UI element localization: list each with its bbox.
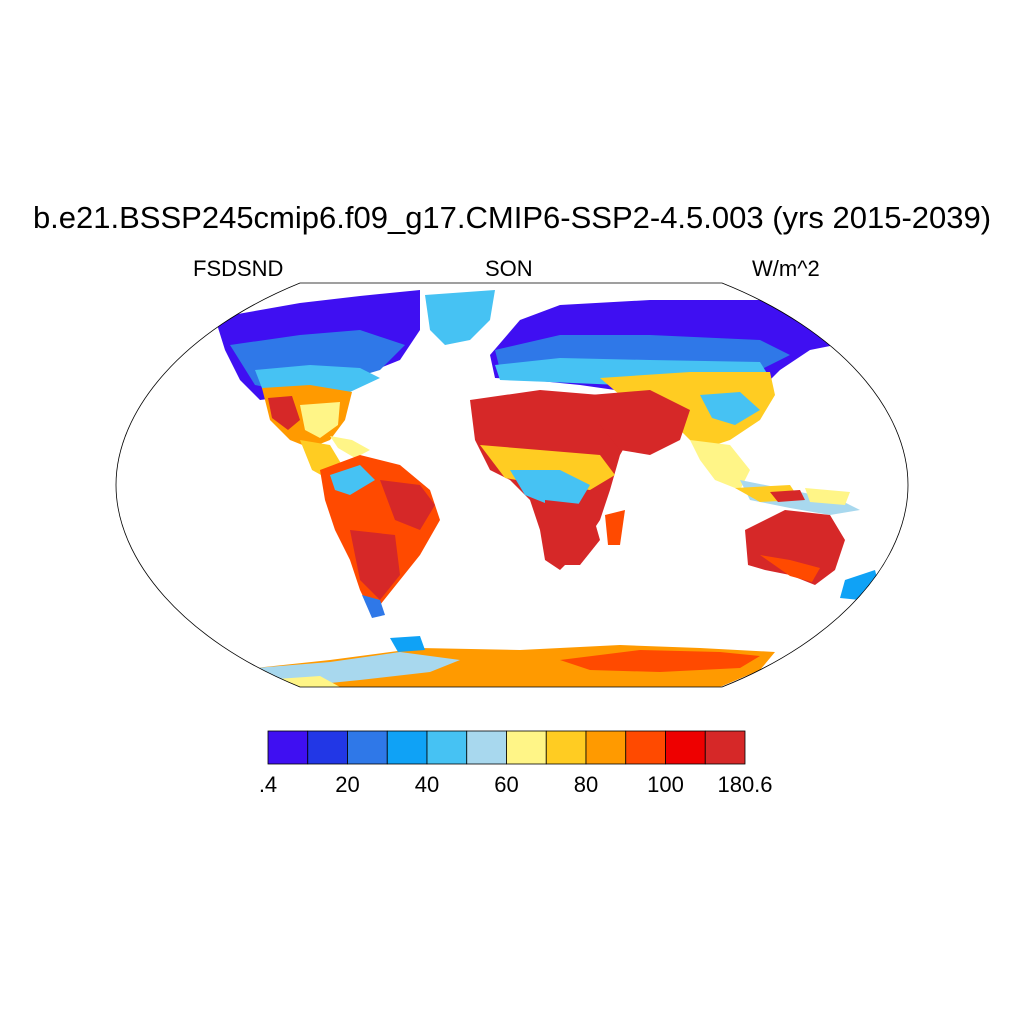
colorbar-swatch <box>466 730 507 765</box>
north-america <box>215 290 420 480</box>
colorbar-swatch <box>625 730 666 765</box>
colorbar-tick-label: 40 <box>414 772 440 797</box>
greenland <box>425 290 495 345</box>
units-label: W/m^2 <box>752 256 820 281</box>
maritime-asia <box>735 485 850 505</box>
colorbar-tick-label: 100 <box>647 772 684 797</box>
colorbar-swatch <box>545 730 587 765</box>
colorbar-tick-label: 180.6 <box>717 772 773 797</box>
map-boundary <box>115 282 909 688</box>
colorbar-swatch <box>506 730 547 765</box>
colorbar-tick-label: .4 <box>258 772 278 797</box>
colorbar-swatch <box>704 730 746 765</box>
antarctica <box>255 636 775 687</box>
colorbar-swatch <box>267 730 309 765</box>
africa <box>470 390 640 570</box>
plot-title: b.e21.BSSP245cmip6.f09_g17.CMIP6-SSP2-4.… <box>32 200 992 235</box>
colorbar-swatch <box>347 730 388 765</box>
south-america <box>320 455 440 618</box>
land-fields <box>215 290 880 687</box>
variable-label: FSDSND <box>193 256 284 281</box>
colorbar-swatch <box>307 730 348 765</box>
colorbar-tick-label: 60 <box>494 772 519 797</box>
season-label: SON <box>485 256 533 281</box>
colorbar-swatch <box>665 730 706 765</box>
colorbar <box>267 730 746 765</box>
colorbar-swatch <box>585 730 627 765</box>
colorbar-tick-label: 20 <box>335 772 360 797</box>
colorbar-swatch <box>386 730 428 765</box>
arabia <box>590 390 690 455</box>
australia <box>745 510 845 585</box>
colorbar-tick-label: 80 <box>573 772 599 797</box>
colorbar-swatch <box>426 730 468 765</box>
